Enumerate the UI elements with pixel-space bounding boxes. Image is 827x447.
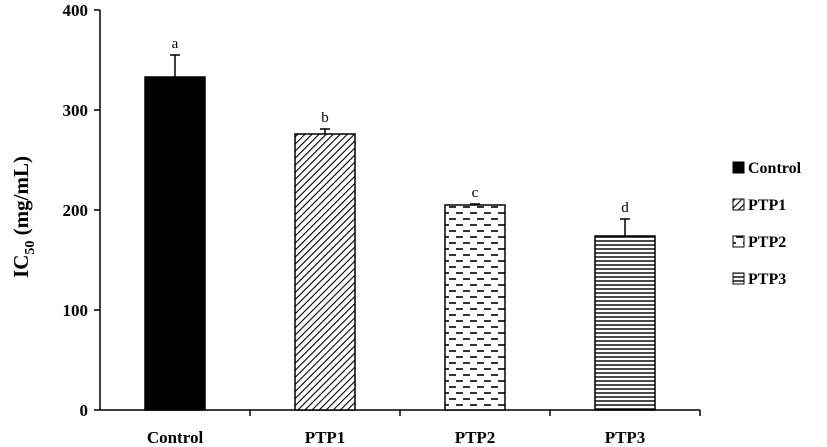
y-tick-label: 0 <box>80 401 89 420</box>
legend-label: PTP1 <box>748 197 786 214</box>
x-tick-label: PTP1 <box>305 428 346 447</box>
y-ticks: 0 100 200 300 400 <box>63 1 100 420</box>
significance-label: c <box>472 185 479 201</box>
x-tick-label: PTP2 <box>455 428 496 447</box>
significance-label: a <box>172 36 179 52</box>
bar-ptp3 <box>594 235 656 411</box>
legend-label: PTP3 <box>748 271 786 288</box>
x-tick-label: PTP3 <box>605 428 646 447</box>
x-tick-label: Control <box>147 428 204 447</box>
y-axis-label: IC50 (mg/mL) <box>9 156 38 278</box>
y-tick-label: 300 <box>63 101 89 120</box>
significance-label: d <box>621 200 629 216</box>
x-tick-labels: Control PTP1 PTP2 PTP3 <box>147 410 701 447</box>
bar-control <box>144 76 206 411</box>
legend-swatch <box>732 272 745 285</box>
legend-swatch <box>732 235 745 248</box>
y-tick-label: 100 <box>63 301 89 320</box>
bar-ptp1 <box>294 133 356 411</box>
legend-label: Control <box>748 160 802 177</box>
significance-label: b <box>321 110 329 126</box>
bars: a b c d <box>144 36 656 411</box>
legend-swatch <box>732 161 745 174</box>
legend-label: PTP2 <box>748 234 786 251</box>
y-tick-label: 200 <box>63 201 89 220</box>
legend-swatch <box>732 198 745 211</box>
y-tick-label: 400 <box>63 1 89 20</box>
legend: Control PTP1 PTP2 PTP3 <box>732 160 802 288</box>
bar-ptp2 <box>444 204 506 411</box>
